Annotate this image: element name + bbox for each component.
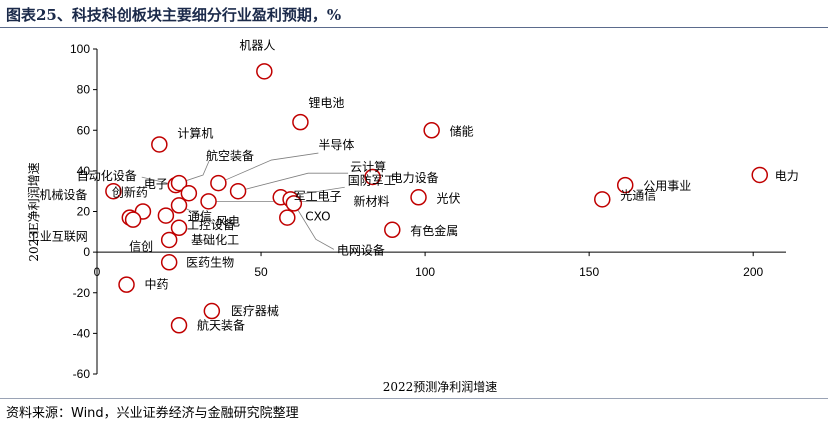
point-label: 储能 (450, 123, 474, 138)
point-label: 光伏 (437, 191, 461, 205)
point-label: 工控设备 (187, 218, 235, 232)
point-label: 航空装备 (206, 148, 254, 163)
point-label: 光通信 (620, 188, 656, 202)
point-label: 电网设备 (337, 243, 385, 257)
scatter-point (170, 174, 188, 192)
point-label: 云计算 (350, 159, 386, 174)
point-label: 公用事业 (643, 179, 691, 193)
scatter-point (285, 195, 303, 212)
point-label: 自动化设备 (77, 169, 137, 183)
scatter-point (384, 221, 401, 239)
leader-line (218, 152, 319, 184)
x-tick-label: 0 (94, 265, 101, 279)
point-label: 军工电子 (294, 189, 342, 203)
x-tick-label: 50 (254, 265, 268, 279)
point-label: 通信 (188, 210, 212, 224)
scatter-point (292, 113, 309, 131)
scatter-point (170, 197, 188, 214)
scatter-point (105, 182, 122, 200)
scatter-point (160, 231, 178, 249)
y-axis-title: 2023E净利润增速 (27, 162, 41, 261)
point-label: 有色金属 (410, 223, 458, 238)
scatter-point (210, 174, 227, 192)
point-label: 信创 (129, 240, 153, 254)
y-tick-label: 0 (83, 245, 90, 259)
scatter-point (118, 276, 135, 293)
scatter-point (203, 302, 221, 320)
point-label: 航天装备 (197, 317, 245, 332)
point-label: 电力 (775, 169, 799, 183)
source-note: 资料来源：Wind，兴业证券经济与金融研究院整理 (6, 406, 299, 421)
point-label: 医疗器械 (231, 303, 279, 318)
x-tick-label: 100 (415, 265, 435, 279)
y-tick-label: -60 (73, 367, 91, 381)
point-label: 半导体 (318, 138, 354, 152)
scatter-point (616, 176, 634, 194)
point-label: 创新药 (112, 185, 148, 200)
point-label: 计算机 (177, 125, 213, 140)
scatter-point (364, 168, 381, 186)
point-label: 新材料 (354, 193, 390, 208)
y-tick-label: 60 (77, 123, 91, 137)
y-tick-label: 80 (77, 83, 91, 97)
point-label: 基础化工 (191, 233, 239, 247)
scatter-point (594, 191, 611, 208)
scatter-point (170, 219, 188, 236)
scatter-point (180, 184, 198, 202)
scatter-markers (105, 63, 769, 334)
scatter-point (751, 166, 769, 184)
leader-line (237, 172, 349, 192)
point-label: 电子 (144, 177, 168, 191)
x-tick-label: 200 (743, 265, 763, 279)
title-divider (0, 27, 828, 28)
y-tick-label: -20 (73, 286, 91, 300)
point-label: 机械设备 (39, 187, 87, 202)
footer-divider (0, 398, 828, 399)
point-label: 工业互联网 (28, 230, 88, 244)
point-label: 中药 (145, 277, 169, 292)
y-tick-label: 100 (70, 42, 90, 56)
scatter-point (256, 63, 273, 80)
leader-line (293, 203, 335, 250)
point-label: 机器人 (239, 38, 275, 52)
scatter-point (423, 122, 440, 139)
scatter-point (410, 189, 427, 206)
scatter-point (160, 254, 178, 271)
point-label: 医药生物 (186, 255, 234, 269)
y-tick-label: 20 (77, 205, 91, 219)
scatter-point (200, 193, 217, 210)
x-axis-title: 2022预测净利润增速 (383, 380, 498, 394)
scatter-point (151, 136, 168, 153)
scatter-point (229, 182, 247, 200)
x-tick-label: 150 (579, 265, 599, 279)
y-tick-label: 40 (77, 164, 91, 178)
leader-line (178, 160, 210, 184)
scatter-point (279, 209, 296, 226)
chart-title: 图表25、科技科创板块主要细分行业盈利预期，% (6, 6, 342, 24)
point-label: CXO (305, 210, 330, 224)
y-tick-label: -40 (73, 326, 91, 340)
point-label: 锂电池 (308, 95, 344, 110)
point-label: 国防军工 (348, 172, 396, 187)
point-label: 风电 (216, 214, 240, 228)
scatter-point (170, 317, 188, 334)
scatter-point (157, 207, 175, 224)
scatter-point (124, 211, 142, 228)
point-label: 电力设备 (391, 171, 439, 185)
